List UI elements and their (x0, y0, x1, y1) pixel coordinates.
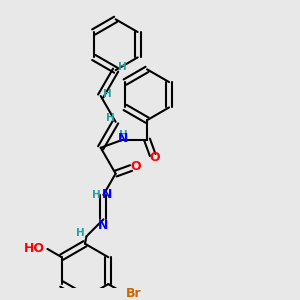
Text: O: O (130, 160, 141, 173)
Text: H: H (92, 190, 101, 200)
Text: H: H (118, 62, 127, 72)
Text: Br: Br (126, 286, 142, 299)
Text: HO: HO (23, 242, 44, 256)
Text: H: H (106, 113, 115, 123)
Text: N: N (102, 188, 112, 201)
Text: H: H (103, 88, 112, 99)
Text: O: O (150, 151, 160, 164)
Text: H: H (76, 228, 84, 238)
Text: H: H (119, 130, 128, 140)
Text: N: N (98, 219, 109, 232)
Text: N: N (118, 133, 128, 146)
